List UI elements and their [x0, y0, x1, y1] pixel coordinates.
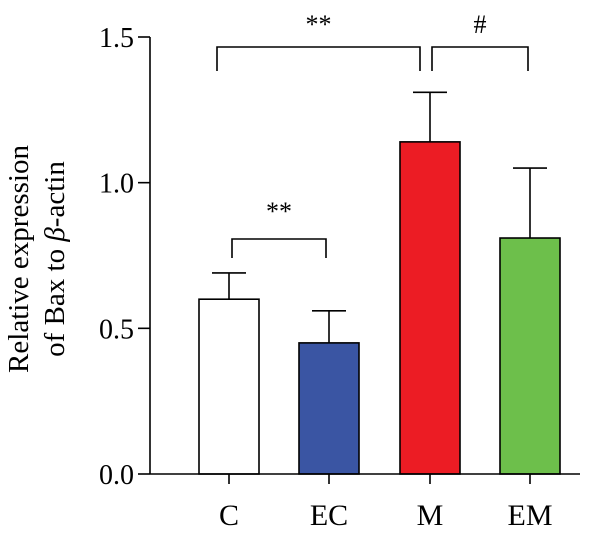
y-tick-label: 1.0	[99, 169, 134, 200]
x-axis: C EC M EM	[150, 473, 580, 532]
significance-bracket	[216, 46, 421, 71]
x-tick-label: EM	[508, 499, 553, 532]
bars	[198, 91, 561, 475]
x-tick-label: EC	[310, 499, 348, 532]
significance-label: #	[474, 10, 487, 39]
bar-em	[499, 237, 561, 475]
significance-label: **	[266, 197, 292, 226]
bar-m	[399, 141, 461, 475]
y-tick-label: 1.5	[99, 23, 134, 54]
significance-bracket	[231, 238, 327, 258]
significance-annotations: ** ** #	[216, 10, 529, 258]
bar-ec	[298, 342, 360, 475]
y-axis-label-line-1: Relative expression	[3, 145, 35, 373]
x-tick-label: C	[219, 499, 239, 532]
y-tick-label: 0.0	[99, 460, 134, 491]
significance-bracket	[431, 46, 529, 71]
bar-c	[198, 298, 260, 475]
significance-label: **	[306, 10, 332, 39]
y-axis: 0.0 0.5 1.0 1.5	[99, 23, 151, 491]
x-tick-label: M	[417, 499, 444, 532]
y-tick-label: 0.5	[99, 314, 134, 345]
y-axis-label: Relative expression of Bax to β-actin	[3, 145, 71, 373]
y-axis-label-line-2: of Bax to β-actin	[39, 161, 71, 357]
